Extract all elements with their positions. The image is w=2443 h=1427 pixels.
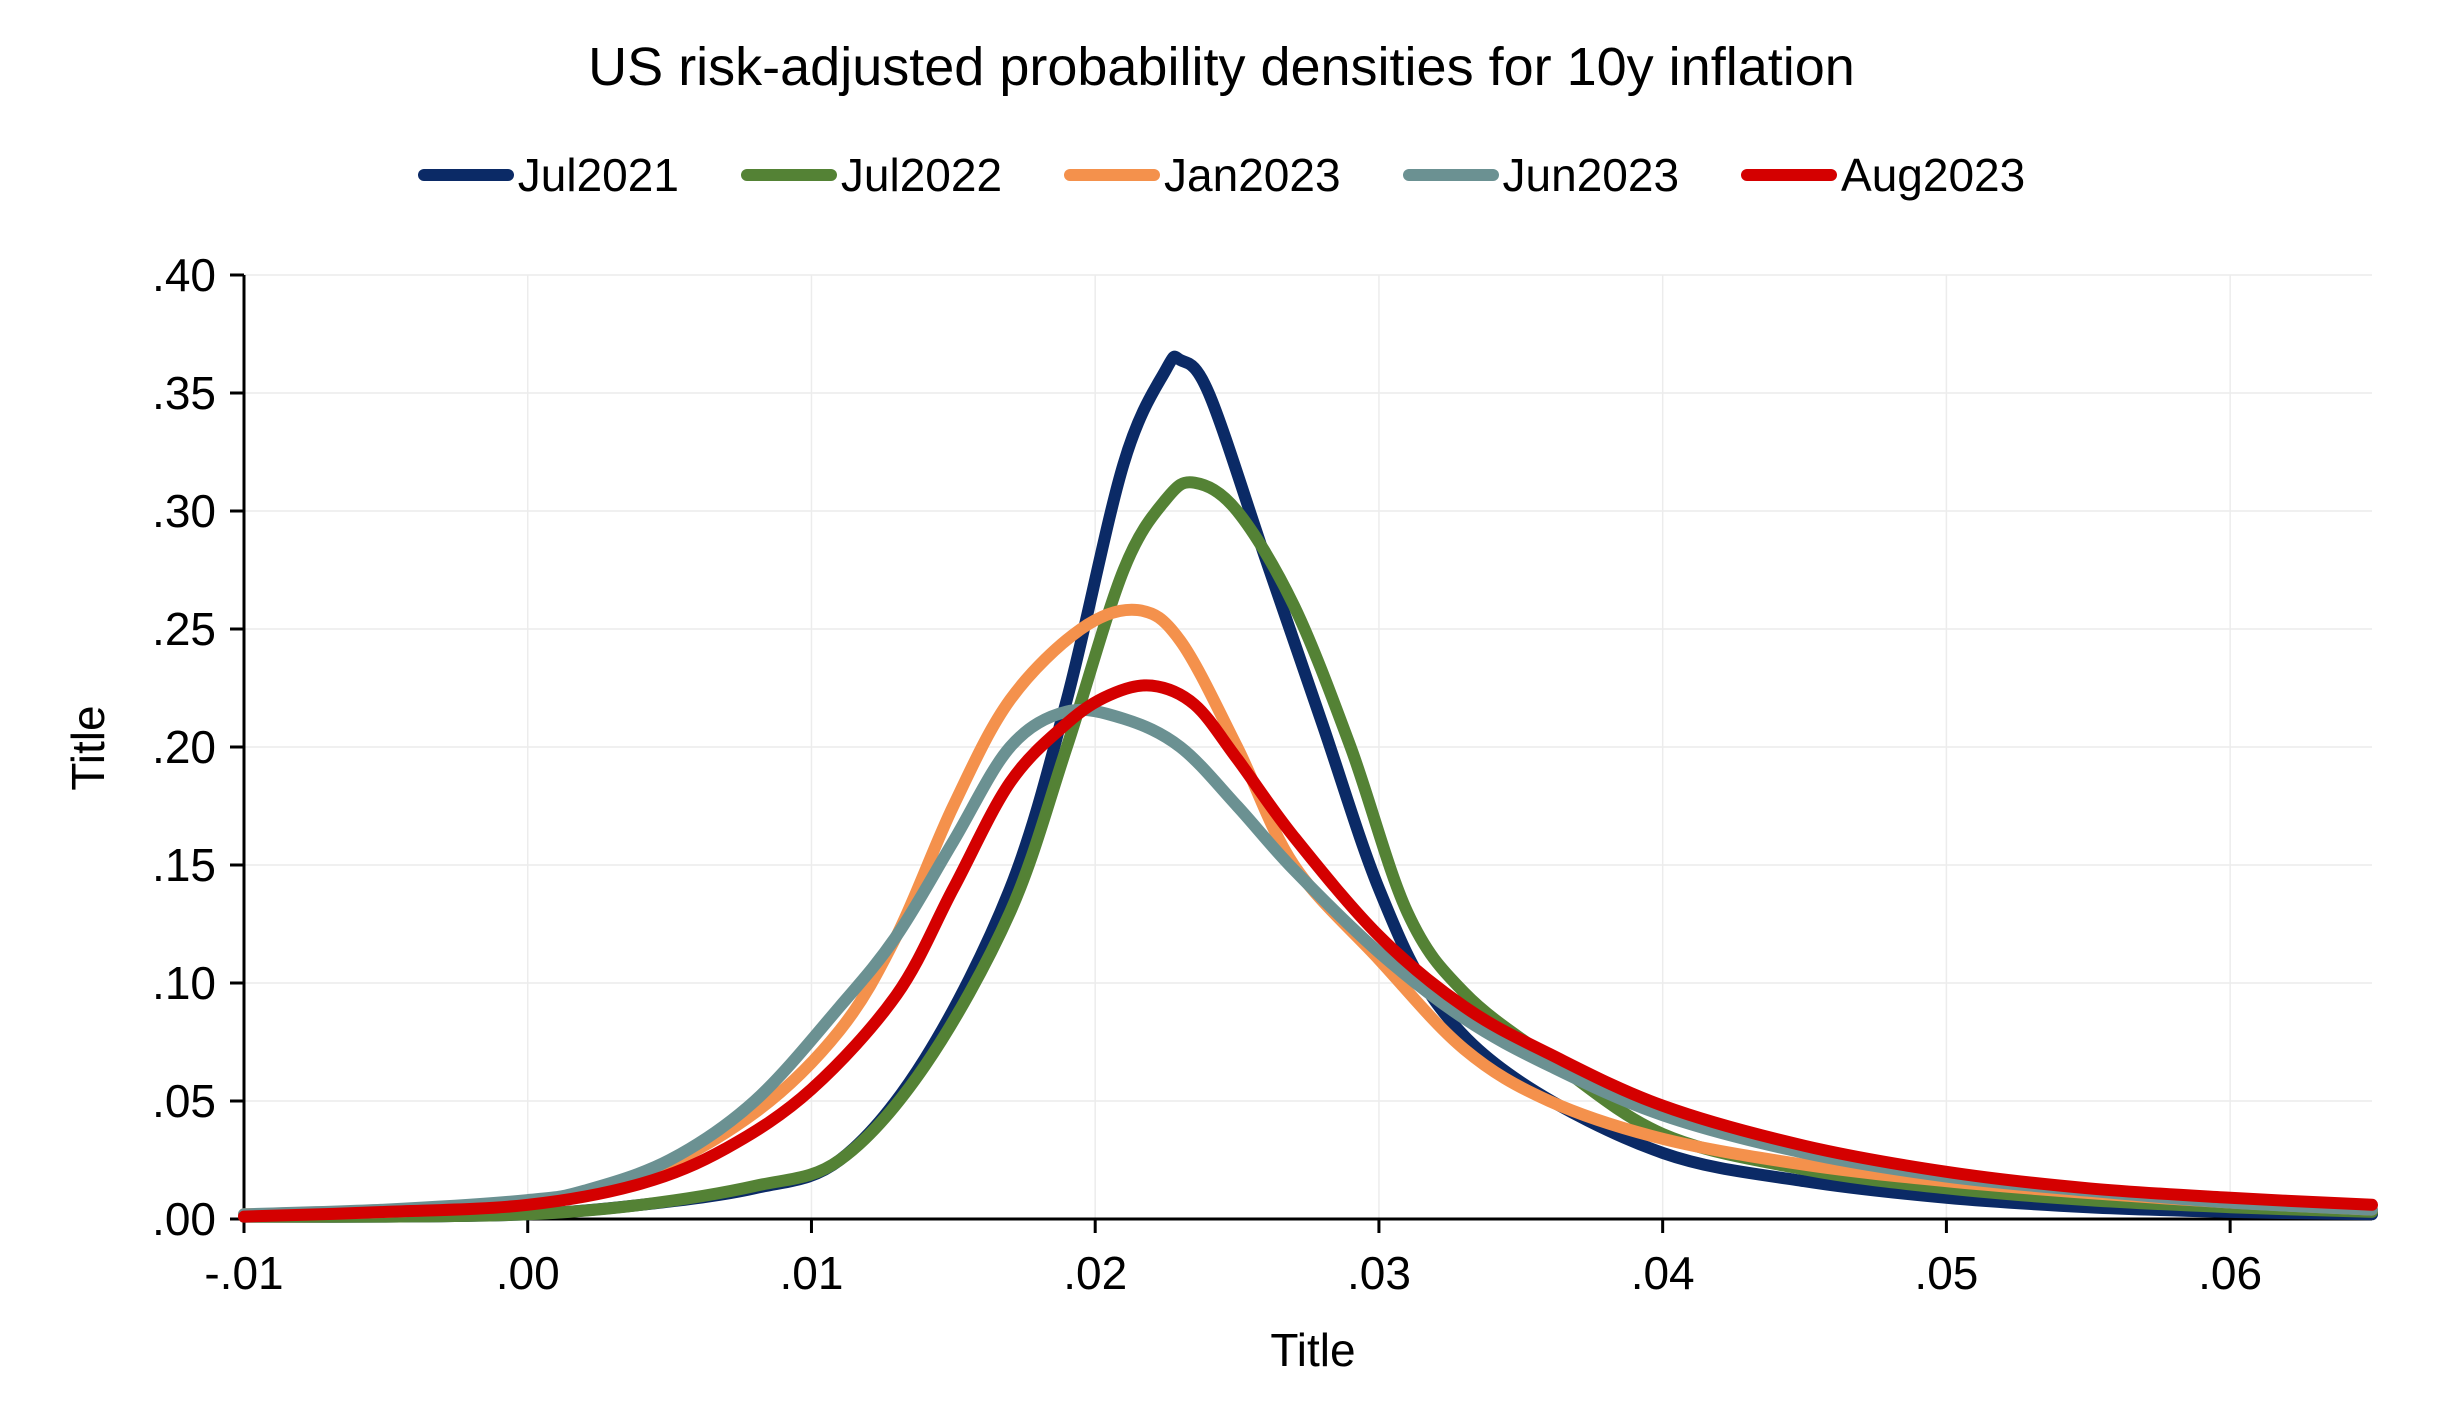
y-tick-label: .05 xyxy=(152,1075,216,1127)
chart-title: US risk-adjusted probability densities f… xyxy=(588,37,1855,97)
legend-item-jul2022: Jul2022 xyxy=(740,148,1003,202)
x-tick-label: .03 xyxy=(1347,1247,1411,1299)
x-axis-title: Title xyxy=(1270,1324,1355,1376)
legend-swatch xyxy=(1402,169,1499,181)
x-tick-label: .02 xyxy=(1063,1247,1127,1299)
x-tick-label: .06 xyxy=(2198,1247,2262,1299)
y-tick-label: .10 xyxy=(152,957,216,1009)
legend-swatch xyxy=(740,169,837,181)
x-tick-label: .05 xyxy=(1914,1247,1978,1299)
series-lines xyxy=(238,350,2378,1223)
axes xyxy=(230,273,2372,1233)
y-tick-label: .20 xyxy=(152,721,216,773)
legend-label: Jun2023 xyxy=(1502,149,1680,201)
legend-item-jan2023: Jan2023 xyxy=(1064,148,1341,202)
y-tick-label: .30 xyxy=(152,485,216,537)
series-line-jun2023 xyxy=(238,703,2378,1221)
legend-item-aug2023: Aug2023 xyxy=(1741,148,2025,202)
legend-label: Jul2021 xyxy=(517,149,679,201)
y-tick-label: .00 xyxy=(152,1193,216,1245)
gridlines xyxy=(244,274,2372,1219)
legend-swatch xyxy=(417,169,514,181)
y-tick-label: .40 xyxy=(152,249,216,301)
x-tick-label: -.01 xyxy=(204,1247,283,1299)
series-line-aug2023 xyxy=(238,679,2378,1223)
legend-swatch xyxy=(1741,169,1838,181)
y-tick-label: .15 xyxy=(152,839,216,891)
y-axis-title: Title xyxy=(62,705,114,790)
y-tick-label: .35 xyxy=(152,367,216,419)
legend-label: Jul2022 xyxy=(840,149,1003,201)
y-tick-label: .25 xyxy=(152,603,216,655)
legend-label: Aug2023 xyxy=(1841,149,2026,201)
x-tick-label: .01 xyxy=(779,1247,843,1299)
x-tick-label: .00 xyxy=(496,1247,560,1299)
tick-labels: .00.05.10.15.20.25.30.35.40-.01.00.01.02… xyxy=(152,249,2262,1299)
legend-item-jul2021: Jul2021 xyxy=(417,148,679,202)
legend: Jul2021 Jul2022 Jan2023 Jun2023 Aug2023 xyxy=(0,148,2443,202)
legend-swatch xyxy=(1064,169,1161,181)
legend-item-jun2023: Jun2023 xyxy=(1402,148,1680,202)
series-line-jul2021 xyxy=(238,350,2378,1223)
legend-label: Jan2023 xyxy=(1164,149,1341,201)
x-tick-label: .04 xyxy=(1631,1247,1695,1299)
